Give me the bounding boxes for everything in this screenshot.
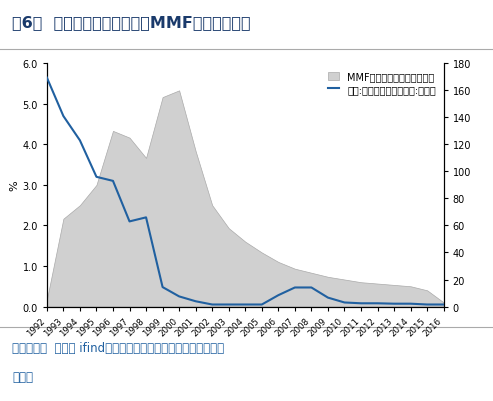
Legend: MMF基金（千亿日元，左轴）, 日本:无担保隔夜拆借利率:月均值: MMF基金（千亿日元，左轴）, 日本:无担保隔夜拆借利率:月均值 <box>325 69 439 98</box>
Y-axis label: %: % <box>10 180 20 191</box>
Text: 数据来源：  同花顺 ifind，日本投资信托协会，广发证券发展研: 数据来源： 同花顺 ifind，日本投资信托协会，广发证券发展研 <box>12 341 224 354</box>
Text: 究中心: 究中心 <box>12 371 34 383</box>
Text: 图6：  隔夜拆借利率过低致使MMF基金走向消亡: 图6： 隔夜拆借利率过低致使MMF基金走向消亡 <box>12 15 251 30</box>
